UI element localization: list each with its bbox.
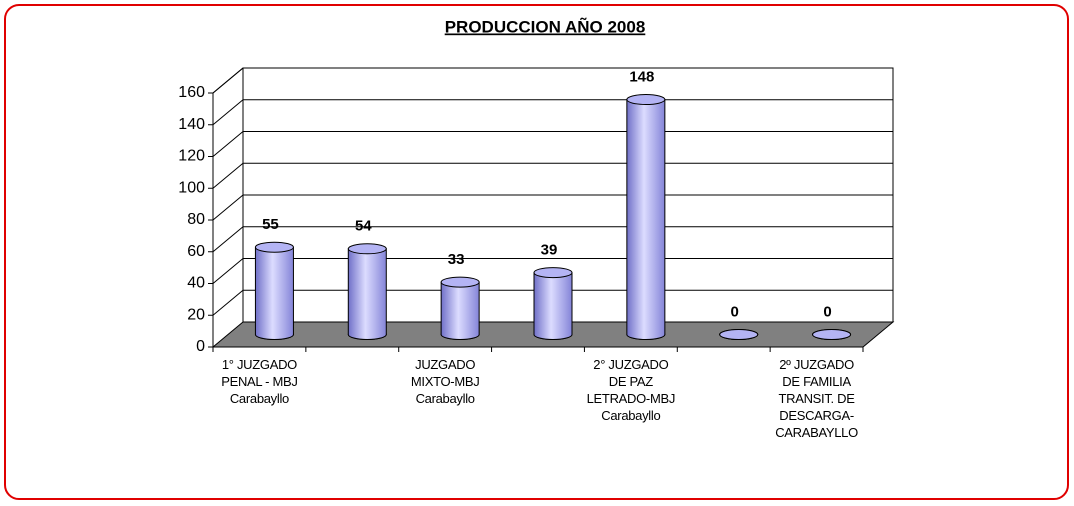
grid-line	[212, 194, 244, 221]
y-tick-label: 140	[178, 116, 205, 133]
frame	[4, 4, 1069, 500]
x-tick-label: 2° JUZGADO DE PAZ LETRADO-MBJ Carabayllo	[586, 357, 676, 423]
bar	[626, 99, 666, 340]
x-tick-label: JUZGADO MIXTO-MBJ Carabayllo	[410, 357, 480, 406]
grid-line	[212, 99, 244, 126]
bar-top	[812, 329, 852, 340]
data-label: 148	[629, 69, 654, 86]
bar-top	[533, 267, 573, 279]
grid-line	[212, 131, 244, 157]
y-tick-label: 20	[187, 306, 205, 323]
data-label: 0	[731, 303, 739, 320]
bar	[347, 248, 387, 340]
x-tick-label: 1° JUZGADO PENAL - MBJ Carabayllo	[221, 357, 298, 406]
bar	[440, 281, 480, 340]
data-label: 33	[448, 251, 465, 268]
y-tick-label: 60	[187, 243, 205, 260]
y-tick-label: 100	[178, 179, 205, 196]
y-tick-label: 160	[178, 84, 205, 101]
y-tick-label: 120	[178, 148, 205, 165]
data-label: 39	[541, 242, 558, 259]
bar-top	[626, 94, 666, 106]
chart-title: PRODUCCION AÑO 2008	[445, 16, 646, 36]
data-label: 54	[355, 218, 372, 235]
data-label: 55	[262, 216, 279, 233]
grid-line	[212, 289, 244, 316]
grid-line	[212, 226, 244, 253]
data-label: 0	[823, 303, 831, 320]
grid-line	[212, 258, 244, 284]
x-tick-label: 2º JUZGADO DE FAMILIA TRANSIT. DE DESCAR…	[775, 357, 858, 440]
bar-top	[254, 241, 294, 253]
grid-line	[212, 162, 244, 189]
bar-top	[719, 329, 759, 340]
y-tick-label: 80	[187, 211, 205, 228]
y-tick-label: 40	[187, 275, 205, 292]
bar	[533, 272, 573, 340]
bar-top	[440, 276, 480, 288]
bar	[254, 246, 294, 340]
bar-top	[347, 243, 387, 255]
grid-line	[212, 67, 244, 94]
y-tick-label: 0	[196, 338, 205, 355]
